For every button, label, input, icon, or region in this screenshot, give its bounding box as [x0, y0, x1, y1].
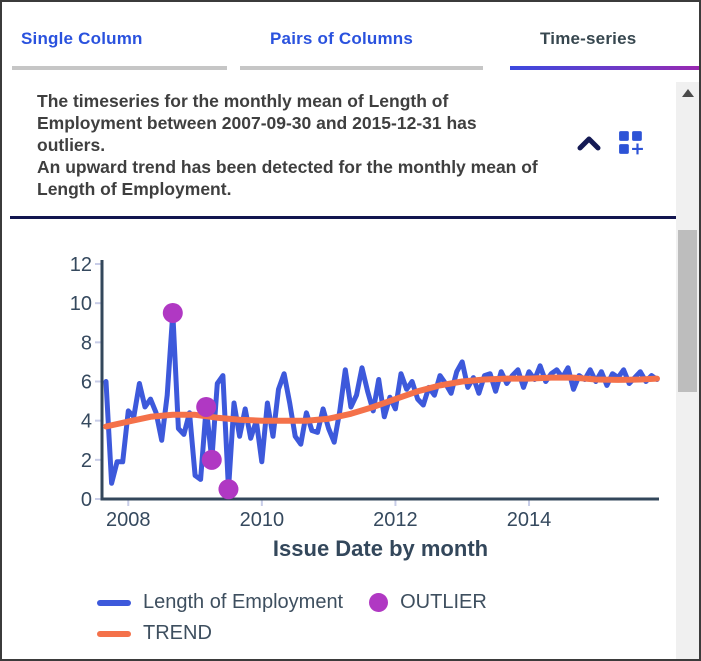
svg-text:6: 6 — [81, 372, 92, 394]
svg-text:10: 10 — [70, 293, 92, 315]
dashboard-customize-icon — [618, 131, 644, 159]
svg-text:12: 12 — [70, 254, 92, 276]
add-to-dashboard-button[interactable] — [618, 130, 644, 156]
series-line-swatch — [97, 599, 131, 606]
tab-time-series[interactable]: Time-series — [510, 2, 699, 70]
insight-actions — [576, 130, 666, 162]
insight-text-block: The timeseries for the monthly mean of L… — [37, 90, 582, 200]
svg-text:2014: 2014 — [507, 509, 552, 531]
section-divider — [10, 216, 694, 219]
insight-sentence-outliers: The timeseries for the monthly mean of L… — [37, 91, 477, 155]
chart-legend-row-1: Length of Employment OUTLIER — [97, 591, 487, 614]
svg-text:4: 4 — [81, 411, 92, 433]
tab-pairs-of-columns-label: Pairs of Columns — [270, 29, 414, 48]
tab-pairs-of-columns[interactable]: Pairs of Columns — [240, 2, 483, 70]
outlier-dot-swatch — [369, 593, 389, 612]
svg-text:0: 0 — [81, 489, 92, 511]
insight-sentence-trend: An upward trend has been detected for th… — [37, 157, 538, 199]
svg-text:2008: 2008 — [106, 509, 151, 531]
scrollbar-thumb[interactable] — [678, 230, 697, 392]
vertical-scrollbar[interactable] — [676, 82, 699, 659]
collapse-button[interactable] — [576, 134, 602, 156]
legend-label-trend: TREND — [143, 622, 212, 644]
tab-underline — [12, 66, 227, 70]
chevron-up-icon — [576, 136, 602, 157]
svg-text:2010: 2010 — [240, 509, 285, 531]
tab-underline — [240, 66, 483, 70]
tab-single-column[interactable]: Single Column — [12, 2, 227, 70]
scroll-up-button[interactable] — [676, 82, 699, 104]
chart-legend-row-2: TREND — [97, 622, 212, 645]
trend-line-swatch — [97, 630, 131, 637]
legend-label-outlier: OUTLIER — [400, 591, 487, 613]
tab-bar: Single Column Pairs of Columns Time-seri… — [2, 2, 699, 72]
svg-text:8: 8 — [81, 332, 92, 354]
x-axis-title: Issue Date by month — [272, 536, 489, 561]
svg-text:2: 2 — [81, 450, 92, 472]
scroll-up-arrow-icon — [681, 89, 694, 97]
tab-time-series-label: Time-series — [540, 29, 637, 48]
tab-active-underline — [510, 66, 699, 70]
tab-single-column-label: Single Column — [21, 29, 143, 48]
svg-text:2012: 2012 — [373, 509, 418, 531]
legend-label-series: Length of Employment — [143, 591, 344, 613]
